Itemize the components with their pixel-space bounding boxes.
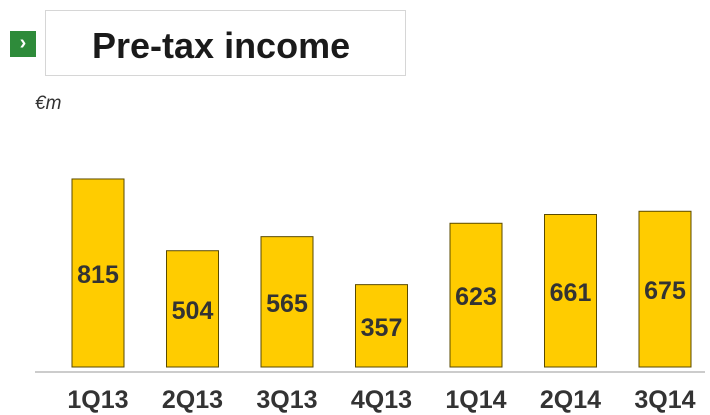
title-box bbox=[45, 10, 406, 76]
data-label-2Q14: 661 bbox=[550, 279, 592, 307]
y-axis-unit-label: €m bbox=[35, 93, 62, 114]
x-tick-label-3Q13: 3Q13 bbox=[256, 386, 317, 414]
bar-1Q14 bbox=[449, 222, 503, 368]
bar-3Q13 bbox=[260, 236, 314, 368]
chevron-right-icon: › bbox=[10, 31, 36, 57]
bar-4Q13 bbox=[355, 284, 408, 368]
x-tick-label-2Q14: 2Q14 bbox=[540, 386, 601, 414]
page-title: Pre-tax income bbox=[92, 25, 351, 66]
data-label-4Q13: 357 bbox=[361, 314, 403, 342]
bar-2Q14 bbox=[544, 214, 597, 368]
x-tick-label-1Q13: 1Q13 bbox=[67, 386, 128, 414]
bar-1Q13 bbox=[71, 178, 125, 368]
x-tick-label-4Q13: 4Q13 bbox=[351, 386, 412, 414]
data-label-3Q14: 675 bbox=[644, 277, 686, 305]
x-tick-label-2Q13: 2Q13 bbox=[162, 386, 223, 414]
bar-2Q13 bbox=[166, 250, 219, 368]
data-label-1Q14: 623 bbox=[455, 283, 497, 311]
data-label-2Q13: 504 bbox=[172, 297, 214, 325]
bar-3Q14 bbox=[638, 210, 692, 368]
data-label-3Q13: 565 bbox=[266, 290, 308, 318]
data-label-1Q13: 815 bbox=[77, 261, 119, 289]
x-tick-label-3Q14: 3Q14 bbox=[634, 386, 695, 414]
x-tick-label-1Q14: 1Q14 bbox=[445, 386, 506, 414]
